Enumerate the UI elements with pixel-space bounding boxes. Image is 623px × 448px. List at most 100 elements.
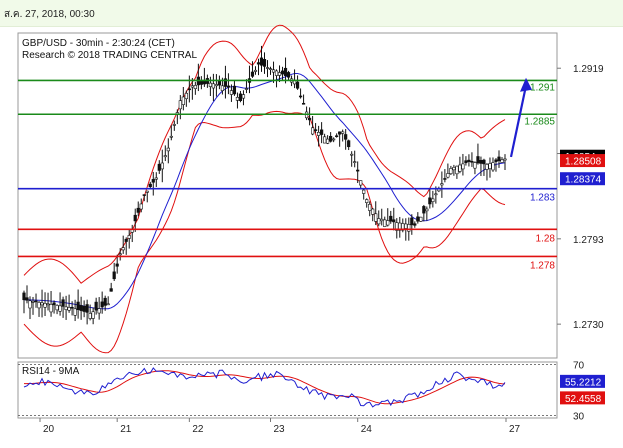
candle-body <box>232 85 237 95</box>
candle-body <box>458 164 462 172</box>
y-tick-label: 1.2793 <box>573 235 604 246</box>
candle-body <box>145 190 149 193</box>
candle-body <box>121 247 125 251</box>
candle-body <box>22 292 26 301</box>
candle-body <box>401 223 405 231</box>
candle-body <box>217 80 222 86</box>
candle-body <box>395 222 399 231</box>
candle-body <box>28 300 32 309</box>
candle-body <box>488 163 492 170</box>
candle-body <box>37 302 41 309</box>
price-box <box>560 154 605 168</box>
candle-body <box>482 159 486 165</box>
candle-body <box>386 220 390 226</box>
candle-body <box>46 303 50 306</box>
rsi-value-box <box>560 374 605 388</box>
rsi-tick-label: 70 <box>573 361 585 372</box>
candle-body <box>347 140 351 148</box>
x-tick-label: 24 <box>361 424 373 435</box>
candle-body <box>380 218 384 222</box>
candle-body <box>440 183 444 186</box>
candle-body <box>479 160 483 164</box>
rsi-plot-frame <box>17 361 558 419</box>
candle-body <box>277 72 282 76</box>
candle-body <box>329 135 333 142</box>
candle-body <box>317 132 321 136</box>
candle-body <box>362 189 366 194</box>
candle-body <box>280 70 285 75</box>
candle-body <box>154 177 158 180</box>
price-box-label: 1.28374 <box>565 175 602 186</box>
candle-body <box>365 199 369 203</box>
candle-body <box>40 302 44 306</box>
candle-body <box>377 218 381 225</box>
candle-body <box>500 159 504 163</box>
x-tick-label: 23 <box>274 424 286 435</box>
x-tick-label: 22 <box>192 424 204 435</box>
candle-body <box>452 166 456 171</box>
chart-subtitle: Research © 2018 TRADING CENTRAL <box>22 50 197 61</box>
rsi-value-label: 55.2212 <box>565 377 602 388</box>
candle-body <box>187 88 191 91</box>
candle-body <box>43 303 47 308</box>
candle-body <box>467 159 471 162</box>
candle-body <box>253 69 258 72</box>
candle-body <box>190 85 194 88</box>
rsi-title: RSI14 - 9MA <box>22 366 80 377</box>
candle-body <box>503 158 507 161</box>
candle-body <box>443 178 447 180</box>
candle-body <box>58 305 62 312</box>
candle-body <box>326 138 330 144</box>
candle-body <box>148 183 152 187</box>
candle-body <box>97 308 101 314</box>
candle-body <box>371 208 375 215</box>
candle-body <box>235 97 240 101</box>
candle-body <box>404 223 408 229</box>
candle-body <box>283 67 288 76</box>
candle-body <box>193 85 197 89</box>
y-tick-label: 1.2919 <box>573 64 604 75</box>
candle-body <box>34 300 38 303</box>
candle-body <box>428 197 432 205</box>
level-label: 1.278 <box>530 260 555 271</box>
moving-average-line <box>24 73 506 310</box>
candle-body <box>151 179 155 183</box>
candle-body <box>359 180 363 186</box>
candle-body <box>286 72 291 78</box>
candle-body <box>220 85 225 91</box>
candle-body <box>497 156 501 162</box>
candle-body <box>356 169 360 172</box>
candle-body <box>262 59 267 67</box>
candle-body <box>229 90 234 95</box>
candle-body <box>91 311 95 319</box>
candle-body <box>335 135 339 138</box>
candle-body <box>142 194 146 196</box>
level-label: 1.283 <box>530 193 555 204</box>
candle-body <box>374 213 378 222</box>
candle-body <box>295 81 300 89</box>
candle-body <box>491 162 495 171</box>
candle-body <box>256 62 261 65</box>
candle-body <box>344 134 348 140</box>
candle-body <box>103 297 107 306</box>
candle-body <box>341 131 345 134</box>
x-tick-label: 27 <box>509 424 521 435</box>
candle-body <box>431 198 435 202</box>
candle-body <box>133 214 137 222</box>
top-timestamp-bar: ส.ค. 27, 2018, 00:30 <box>0 0 623 27</box>
candle-body <box>106 303 110 306</box>
candle-body <box>416 216 420 222</box>
candle-body <box>301 102 306 105</box>
rsi-line <box>23 367 506 408</box>
candle-body <box>332 138 336 141</box>
candle-body <box>310 127 315 135</box>
candle-body <box>223 78 228 87</box>
candle-body <box>307 117 312 121</box>
candle-body <box>136 207 140 213</box>
candle-body <box>461 163 465 170</box>
candle-body <box>169 135 173 138</box>
candle-body <box>172 124 176 126</box>
candle-body <box>398 222 402 231</box>
candle-body <box>268 68 273 70</box>
candle-body <box>157 163 161 171</box>
